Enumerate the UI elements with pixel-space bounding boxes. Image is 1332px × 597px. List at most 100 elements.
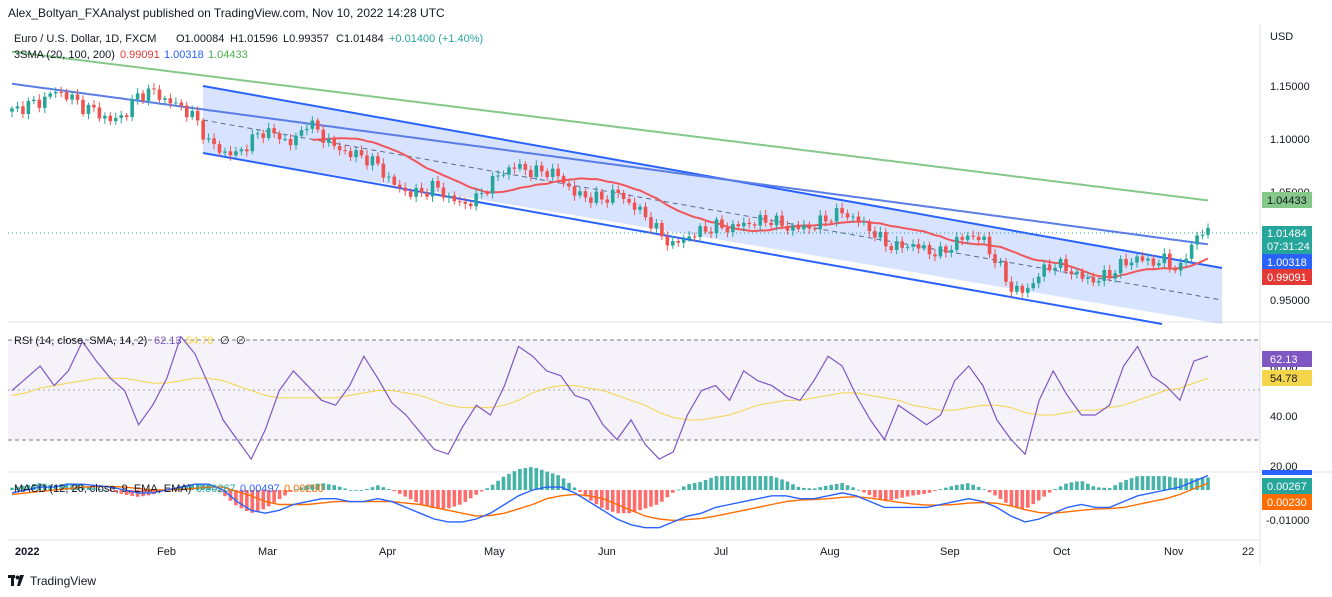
rsi-axis[interactable]: 60.00 40.00 20.00 62.13 54.78 [1262,351,1312,473]
candle-body [414,187,418,197]
macd-histogram-bar [1053,489,1057,490]
candle-body [627,198,631,203]
macd-histogram-bar [397,490,402,494]
candle-body [616,189,620,193]
candle-body [796,225,801,230]
macd-histogram-bar [856,489,861,491]
macd-histogram-bar [130,490,134,496]
price-pane[interactable] [8,50,1260,325]
candle-body [370,156,375,166]
macd-histogram-bar [430,490,435,509]
macd-histogram-bar [736,476,741,490]
macd-histogram-bar [474,490,479,495]
macd-histogram-bar [649,490,653,507]
rsi-ma-line [11,377,1209,421]
candles [10,83,1210,298]
macd-histogram-bar [922,490,926,495]
candle-body [911,244,915,247]
rsi-pane[interactable]: RSI (14, close, SMA, 14, 2) 62.13 54.78 … [8,335,1260,461]
candle-body [605,199,610,203]
candle-body [965,235,970,240]
candle-body [660,223,664,237]
chart-canvas[interactable]: Euro / U.S. Dollar, 1D, FXCM O1.00084 H1… [0,24,1332,572]
macd-histogram-bar [190,484,195,490]
candle-body [266,128,271,139]
rsi-ma-legend-value: 54.78 [186,335,214,347]
candle-body [561,176,566,184]
macd-histogram-bar [556,475,560,490]
candle-body [436,180,440,188]
tradingview-logo[interactable]: TradingView [8,574,96,588]
price-axis[interactable]: USD 1.15000 1.10000 1.05000 0.95000 1.04… [1262,31,1312,307]
macd-histogram-bar [496,480,500,490]
rsi-line [11,335,1209,461]
candle-body [589,197,593,203]
candle-body [1047,264,1052,271]
macd-histogram-bar [747,476,752,490]
rsi-legend-empty-2: ∅ [236,335,246,347]
macd-histogram-bar [1140,476,1145,490]
macd-histogram-bar [911,490,915,496]
macd-histogram-bar [250,490,255,513]
macd-tick-neg: -0.01000 [1266,515,1309,527]
candle-body [1080,271,1085,279]
candle-body [845,213,850,218]
candle-body [1178,262,1183,271]
candle-body [201,120,205,140]
macd-histogram-bar [905,490,910,497]
candle-body [228,151,233,156]
candle-body [518,163,522,169]
macd-histogram-bar [616,490,620,514]
candle-body [998,261,1003,264]
macd-histogram-bar [561,478,566,490]
candle-body [354,150,358,158]
macd-histogram-bar [1102,487,1107,490]
macd-histogram-bar [550,473,555,490]
candle-body [261,133,266,139]
candle-body [829,221,833,223]
macd-histogram-bar [709,477,713,490]
sma200-tag-text: 1.04433 [1267,195,1307,207]
macd-histogram-bar [720,476,724,490]
candle-body [752,224,757,226]
candle-body [447,195,451,198]
macd-axis[interactable]: 0.00267 0.00230 -0.01000 [1262,470,1312,527]
sma20-value: 0.99091 [120,49,160,61]
macd-histogram-bar [993,490,997,496]
candle-body [523,163,528,170]
time-tick: 22 [1242,546,1254,558]
price-tick-4: 0.95000 [1270,295,1310,307]
candle-body [1124,258,1128,266]
candle-body [146,88,151,101]
candle-body [81,99,85,114]
candle-body [1189,244,1194,259]
macd-histogram-bar [103,489,107,491]
candle-body [1195,235,1199,245]
candle-body [239,149,244,152]
macd-histogram-bar [883,490,888,502]
macd-histogram-bar [21,485,25,490]
time-axis[interactable]: 2022 Feb Mar Apr May Jun Jul Aug Sep Oct… [15,546,1254,558]
macd-histogram-bar [316,483,320,490]
time-tick: Mar [258,546,277,558]
macd-histogram-bar [124,490,129,495]
macd-pane[interactable]: MACD (12, 26, close, 9, EMA, EMA) 0.0026… [10,467,1210,529]
candle-body [1184,258,1188,263]
macd-histogram-bar [1015,490,1019,508]
time-tick: Jun [598,546,616,558]
candle-body [441,187,446,198]
macd-legend-value: 0.00497 [240,483,280,495]
candle-body [529,169,533,177]
candle-body [92,104,96,108]
macd-histogram-bar [518,468,522,490]
candle-body [1091,277,1096,283]
macd-histogram-bar [1047,490,1052,493]
macd-histogram-bar [812,488,817,490]
candle-body [993,254,997,264]
candle-body [490,175,495,194]
macd-histogram-bar [53,485,58,490]
candle-body [316,120,320,130]
candle-body [556,168,560,177]
candle-body [1096,280,1101,283]
macd-histogram-bar [731,476,735,490]
